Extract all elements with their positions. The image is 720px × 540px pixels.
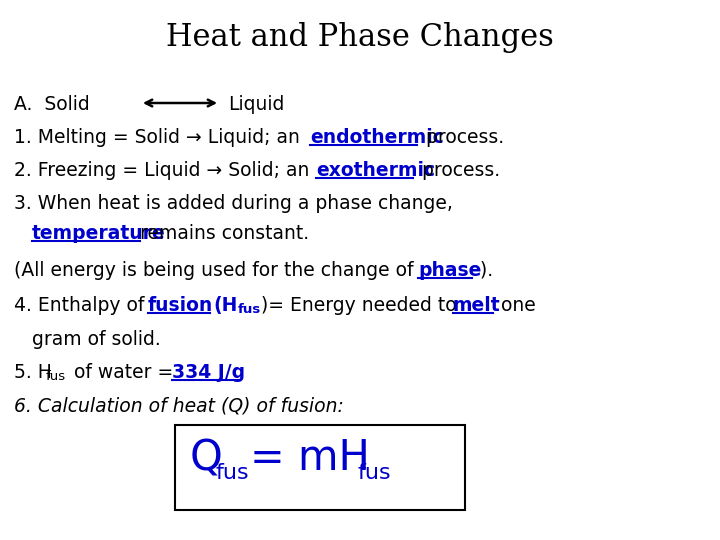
Text: endothermic: endothermic: [310, 128, 444, 147]
Text: 6. Calculation of heat (Q) of fusion:: 6. Calculation of heat (Q) of fusion:: [14, 396, 344, 415]
Text: (All energy is being used for the change of: (All energy is being used for the change…: [14, 261, 420, 280]
Text: temperature: temperature: [32, 224, 166, 243]
Text: of water =: of water =: [68, 363, 179, 382]
Text: 1. Melting = Solid → Liquid; an: 1. Melting = Solid → Liquid; an: [14, 128, 306, 147]
Text: melt: melt: [453, 296, 500, 315]
Text: process.: process.: [416, 161, 500, 180]
Text: remains constant.: remains constant.: [140, 224, 309, 243]
Text: = mH: = mH: [250, 437, 370, 479]
Text: (H: (H: [213, 296, 238, 315]
Text: fusion: fusion: [148, 296, 213, 315]
Text: 2. Freezing = Liquid → Solid; an: 2. Freezing = Liquid → Solid; an: [14, 161, 315, 180]
Text: 4. Enthalpy of: 4. Enthalpy of: [14, 296, 150, 315]
Text: fus: fus: [238, 303, 261, 316]
Text: A.  Solid: A. Solid: [14, 95, 90, 114]
Text: fus: fus: [357, 463, 391, 483]
Text: ).: ).: [474, 261, 493, 280]
Text: process.: process.: [420, 128, 504, 147]
FancyBboxPatch shape: [175, 425, 465, 510]
Text: gram of solid.: gram of solid.: [32, 330, 161, 349]
Text: 334 J/g: 334 J/g: [172, 363, 245, 382]
Text: fus: fus: [46, 370, 66, 383]
Text: one: one: [495, 296, 536, 315]
Text: Q: Q: [190, 437, 223, 479]
Text: )= Energy needed to: )= Energy needed to: [261, 296, 463, 315]
Text: exothermic: exothermic: [316, 161, 435, 180]
Text: fus: fus: [216, 463, 250, 483]
Text: Liquid: Liquid: [228, 95, 284, 114]
Text: 3. When heat is added during a phase change,: 3. When heat is added during a phase cha…: [14, 194, 453, 213]
Text: phase: phase: [418, 261, 482, 280]
Text: 5. H: 5. H: [14, 363, 52, 382]
Text: Heat and Phase Changes: Heat and Phase Changes: [166, 22, 554, 53]
